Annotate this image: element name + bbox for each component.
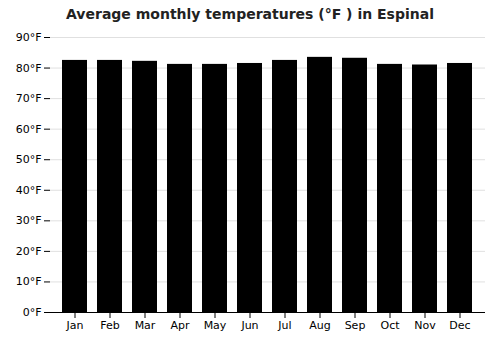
svg-text:Aug: Aug <box>309 319 330 332</box>
svg-text:Jan: Jan <box>66 319 84 332</box>
svg-text:60°F: 60°F <box>16 123 42 136</box>
svg-text:Mar: Mar <box>135 319 156 332</box>
svg-text:20°F: 20°F <box>16 245 42 258</box>
html-text:Average monthly temperatures (: Average monthly temperatures (°F ) in Es… <box>66 6 434 22</box>
svg-text:10°F: 10°F <box>16 275 42 288</box>
svg-text:50°F: 50°F <box>16 153 42 166</box>
svg-text:30°F: 30°F <box>16 214 42 227</box>
svg-text:Jun: Jun <box>240 319 258 332</box>
svg-text:0°F: 0°F <box>23 306 42 319</box>
svg-text:70°F: 70°F <box>16 92 42 105</box>
svg-text:May: May <box>204 319 227 332</box>
svg-text:90°F: 90°F <box>16 31 42 44</box>
svg-text:Dec: Dec <box>449 319 470 332</box>
svg-text:Apr: Apr <box>170 319 190 332</box>
svg-text:Feb: Feb <box>100 319 119 332</box>
svg-text:Nov: Nov <box>414 319 436 332</box>
svg-text:Sep: Sep <box>345 319 366 332</box>
svg-text:40°F: 40°F <box>16 184 42 197</box>
svg-text:Oct: Oct <box>380 319 400 332</box>
svg-text:Jul: Jul <box>277 319 291 332</box>
svg-text:80°F: 80°F <box>16 62 42 75</box>
